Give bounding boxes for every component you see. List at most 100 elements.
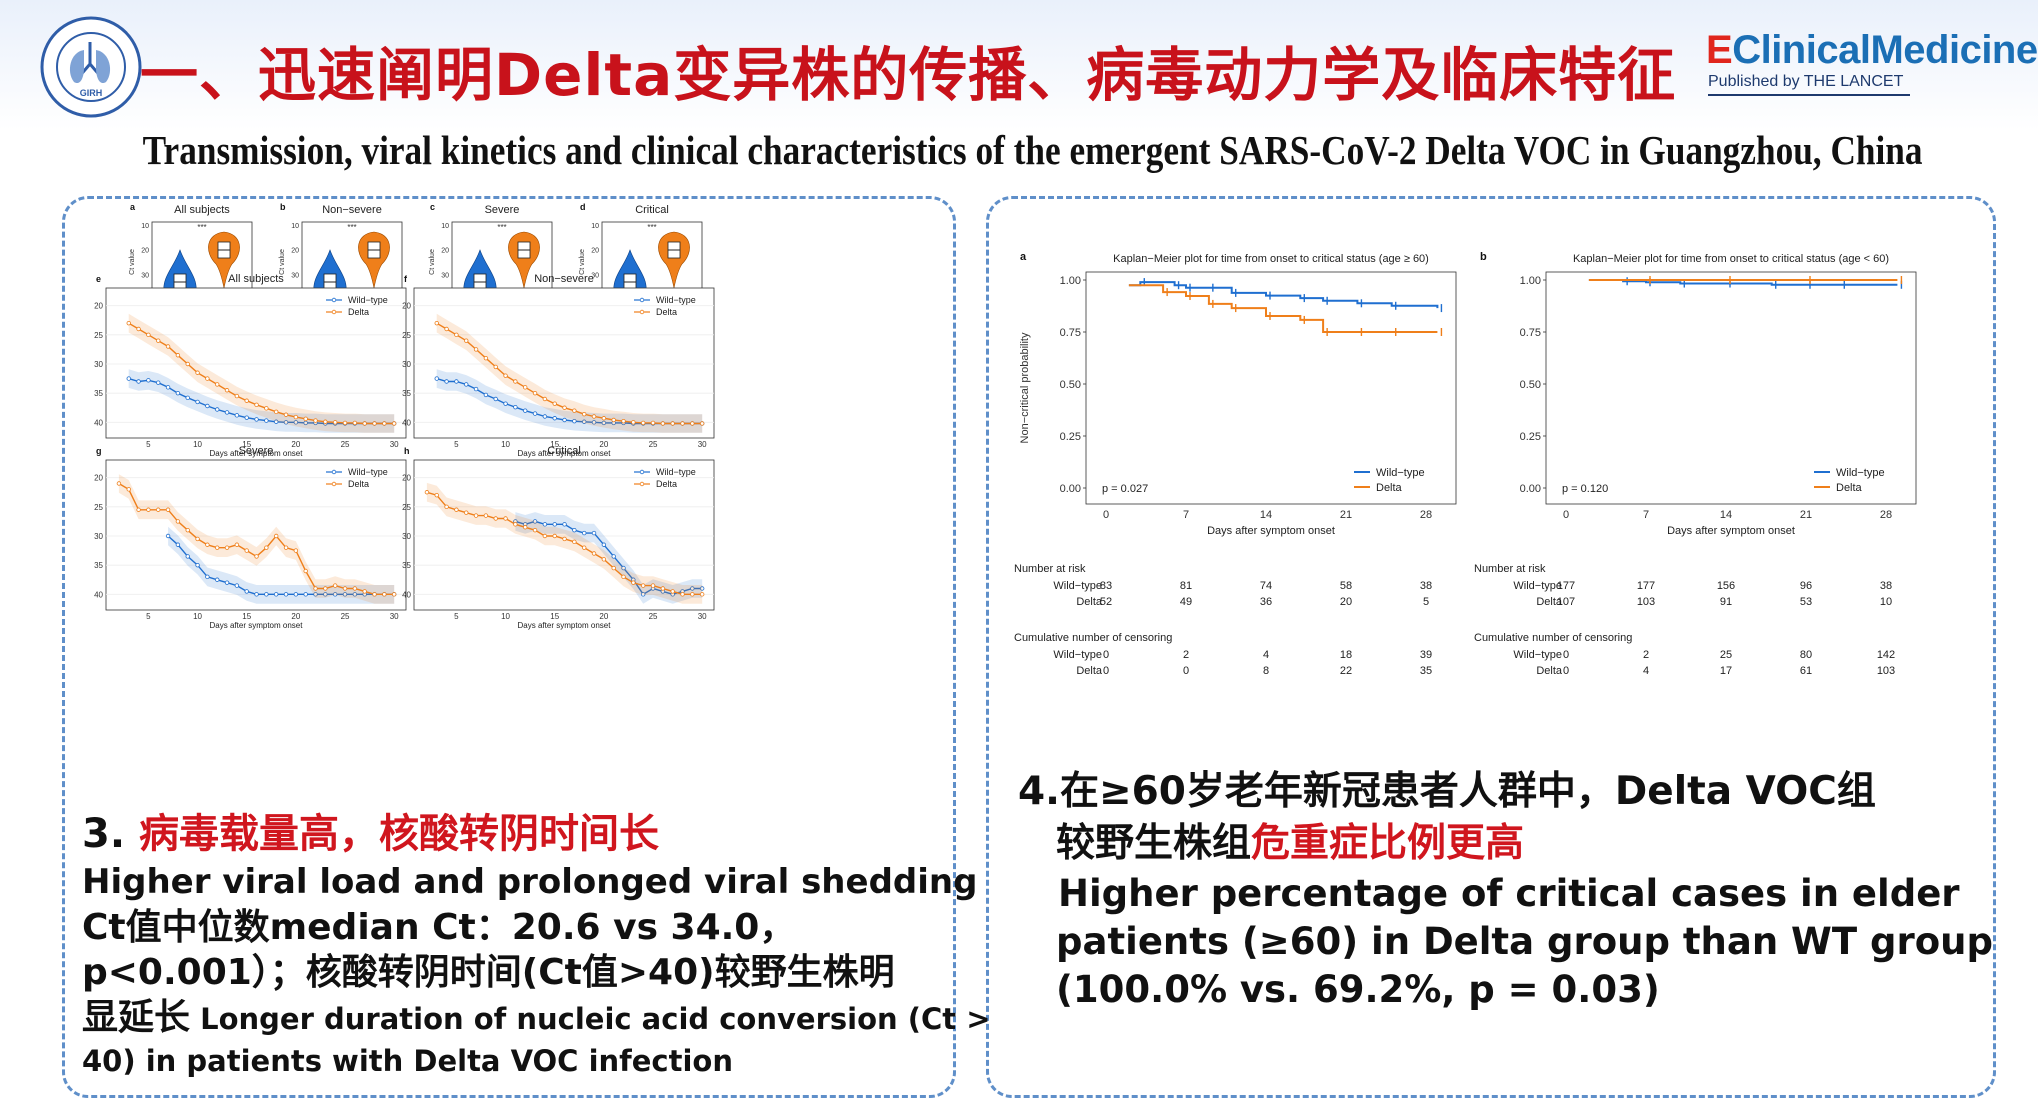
- delta-point: [444, 504, 449, 510]
- wildtype-point: [313, 592, 318, 597]
- delta-point: [205, 376, 210, 381]
- legend-label: Delta: [348, 307, 369, 317]
- delta-point: [126, 320, 131, 326]
- delta-point: [332, 420, 338, 425]
- wildtype-confidence-band: [128, 369, 395, 433]
- delta-point: [503, 516, 508, 521]
- km-ytick: 0.75: [1060, 327, 1081, 339]
- violin-ytick: 30: [291, 272, 299, 279]
- wildtype-confidence-band: [436, 369, 703, 433]
- wildtype-point: [434, 376, 439, 381]
- censor-row-label: Wild−type: [1053, 649, 1102, 661]
- censor-row-label: Delta: [1076, 665, 1103, 677]
- wildtype-point: [552, 522, 557, 527]
- km-ytick: 0.00: [1520, 483, 1541, 495]
- wildtype-point: [582, 419, 587, 424]
- delta-point: [670, 421, 675, 426]
- km-delta-curve: [1128, 284, 1438, 333]
- delta-point: [493, 364, 498, 370]
- delta-point: [483, 355, 489, 361]
- risk-wild-value: 177: [1637, 580, 1655, 592]
- wildtype-point: [205, 574, 210, 580]
- trend-xlabel: Days after symptom onset: [518, 449, 612, 458]
- delta-point: [424, 490, 430, 495]
- wildtype-point: [224, 580, 230, 585]
- wildtype-point: [283, 420, 289, 425]
- legend-label: Wild−type: [656, 467, 696, 477]
- delta-point: [582, 411, 587, 417]
- delta-point: [352, 586, 358, 591]
- trend-xtick: 20: [599, 612, 608, 621]
- km-panel-title: Kaplan−Meier plot for time from onset to…: [1113, 253, 1429, 265]
- wildtype-point: [332, 592, 338, 597]
- delta-point: [244, 548, 249, 553]
- wildtype-point: [244, 589, 249, 594]
- trend-plot-frame: [413, 459, 715, 611]
- delta-point: [224, 388, 230, 393]
- trend-ytick: 25: [94, 331, 103, 340]
- censor-wild-value: 18: [1340, 649, 1352, 661]
- wildtype-point: [621, 565, 626, 571]
- trend-ytick: 25: [402, 503, 411, 512]
- km-ytick: 0.00: [1060, 483, 1081, 495]
- trend-ytick: 30: [402, 532, 411, 541]
- legend-marker: [331, 309, 337, 315]
- delta-point: [303, 416, 308, 422]
- censor-wild-value: 4: [1263, 649, 1269, 661]
- trend-plot-frame: [105, 459, 407, 611]
- trend-ytick: 20: [402, 302, 411, 311]
- delta-point: [342, 420, 348, 426]
- delta-point: [562, 536, 567, 542]
- risk-wild-value: 177: [1557, 580, 1575, 592]
- delta-point: [391, 592, 397, 597]
- wildtype-confidence-band: [168, 526, 395, 604]
- wildtype-point: [690, 586, 695, 591]
- violin-ytick: 10: [441, 223, 449, 230]
- censor-delta-value: 35: [1420, 665, 1432, 677]
- wildtype-point: [493, 396, 498, 402]
- km-panel-label: b: [1480, 251, 1487, 263]
- censor-delta-value: 22: [1340, 665, 1352, 677]
- delta-point: [690, 421, 695, 426]
- risk-delta-value: 91: [1720, 596, 1732, 608]
- trend-xtick: 5: [146, 612, 151, 621]
- km-ytick: 0.25: [1520, 431, 1541, 443]
- wildtype-point: [126, 376, 131, 381]
- delta-point: [185, 361, 190, 367]
- delta-point: [195, 370, 200, 375]
- delta-confidence-band: [128, 313, 395, 433]
- risk-wild-value: 81: [1180, 580, 1192, 592]
- km-figure: a Kaplan−Meier plot for time from onset t…: [1014, 251, 1917, 677]
- wildtype-point: [205, 403, 210, 409]
- wildtype-point: [513, 404, 518, 410]
- km-ytick: 1.00: [1520, 275, 1541, 287]
- trend-xtick: 15: [242, 612, 251, 621]
- paper-title: Transmission, viral kinetics and clinica…: [142, 127, 1923, 173]
- wildtype-point: [254, 417, 259, 422]
- delta-point: [146, 332, 151, 338]
- wildtype-point: [283, 592, 289, 597]
- delta-point: [552, 533, 557, 539]
- wildtype-point: [532, 519, 538, 524]
- journal-brand: EClinicalMedicine Published by THE LANCE…: [1706, 28, 2038, 96]
- delta-point: [244, 398, 249, 403]
- trend-xtick: 25: [649, 440, 658, 449]
- trend-ytick: 20: [94, 302, 103, 311]
- risk-delta-value: 36: [1260, 596, 1272, 608]
- delta-point: [690, 592, 695, 597]
- viral-load-figure: a All subjects *** 10 20 30 40 Ct value Wild−typ…: [94, 202, 715, 630]
- delta-point: [552, 401, 557, 406]
- wildtype-point: [185, 554, 190, 559]
- wildtype-point: [542, 522, 548, 527]
- trend-ytick: 35: [402, 389, 411, 398]
- delta-point: [362, 421, 367, 426]
- trend-ytick: 35: [94, 389, 103, 398]
- trend-xtick: 30: [390, 612, 399, 621]
- censor-table-title: Cumulative number of censoring: [1014, 632, 1172, 644]
- trend-ytick: 30: [402, 360, 411, 369]
- violin-panel-label: a: [130, 202, 136, 212]
- censor-delta-value: 61: [1800, 665, 1812, 677]
- wildtype-point: [444, 379, 449, 384]
- left-summary: 3. 病毒载量高，核酸转阴时间长 Higher viral load and p…: [82, 808, 991, 1080]
- censor-wild-value: 142: [1877, 649, 1895, 661]
